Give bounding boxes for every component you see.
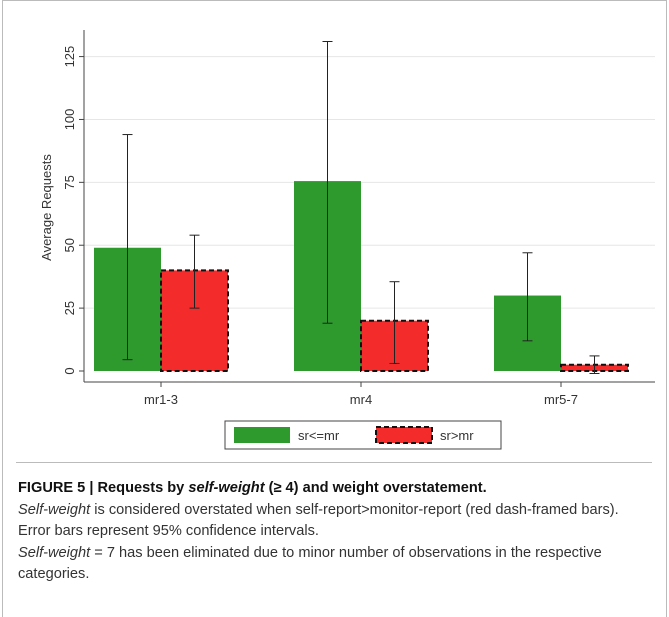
caption-line-2: Self-weight = 7 has been eliminated due … xyxy=(18,543,654,586)
bar-chart: 0 25 50 75 100 125 Average Requests mr1-3 mr4 mr5… xyxy=(39,30,655,450)
figure-label: FIGURE 5 | Requests by xyxy=(18,480,189,496)
y-axis-label: Average Requests xyxy=(39,154,54,261)
figure-caption: FIGURE 5 | Requests by self-weight (≥ 4)… xyxy=(18,478,654,586)
x-tick-label: mr5-7 xyxy=(544,392,578,407)
y-tick-label: 75 xyxy=(62,175,77,189)
x-tick-label: mr1-3 xyxy=(144,392,178,407)
legend-swatch-sr-le-mr xyxy=(234,427,290,443)
caption-line2-italic: Self-weight xyxy=(18,544,91,561)
frame-border-top xyxy=(2,0,667,1)
y-tick-label: 0 xyxy=(62,367,77,374)
axis-layer: 0 25 50 75 100 125 Average Requests mr1-3 mr4 mr5… xyxy=(39,30,655,407)
caption-title-italic: self-weight xyxy=(188,480,265,496)
x-tick-label: mr4 xyxy=(350,392,372,407)
caption-title-rest: (≥ 4) and weight overstatement. xyxy=(264,480,487,496)
y-tick-label: 25 xyxy=(62,301,77,315)
bar-layer xyxy=(94,181,629,373)
caption-line-1: Self-weight is considered overstated whe… xyxy=(18,500,654,543)
caption-title: FIGURE 5 | Requests by self-weight (≥ 4)… xyxy=(18,478,654,500)
legend-label-sr-gt-mr: sr>mr xyxy=(440,428,474,443)
y-tick-label: 50 xyxy=(62,238,77,252)
legend-label-sr-le-mr: sr<=mr xyxy=(298,428,340,443)
legend-swatch-sr-gt-mr xyxy=(375,426,433,444)
y-tick-label: 125 xyxy=(62,46,77,68)
caption-line2-rest: = 7 has been eliminated due to minor num… xyxy=(18,544,602,583)
caption-line1-italic: Self-weight xyxy=(18,501,91,518)
error-bar-layer xyxy=(122,40,600,375)
legend: sr<=mr sr>mr xyxy=(224,420,502,450)
frame-border-right xyxy=(666,0,667,617)
y-tick-label: 100 xyxy=(62,109,77,131)
frame-border-left xyxy=(2,0,3,617)
caption-divider xyxy=(16,462,652,463)
caption-line1-rest: is considered overstated when self-repor… xyxy=(18,501,619,540)
